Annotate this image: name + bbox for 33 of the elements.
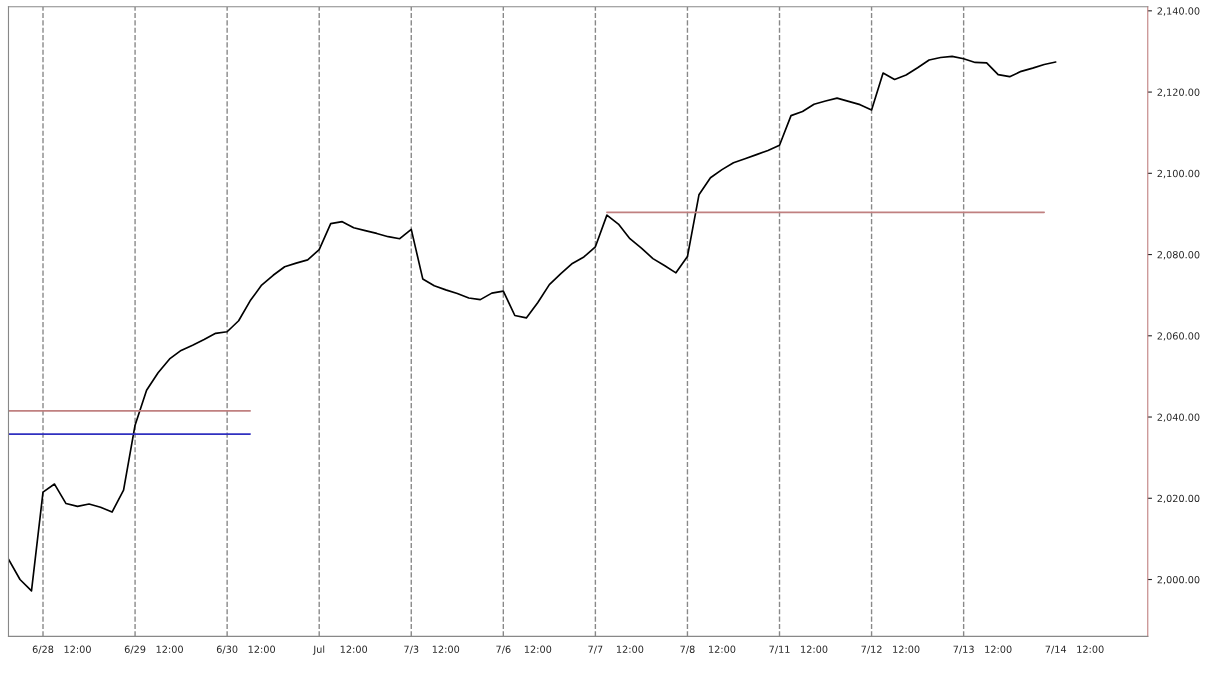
x-tick-label: 7/13 — [953, 645, 974, 654]
x-tick-label: 7/6 — [496, 645, 511, 654]
x-tick-label: 12:00 — [432, 645, 460, 653]
x-tick-label: 7/3 — [404, 645, 419, 654]
x-tick-label: 7/7 — [588, 645, 603, 654]
y-tick-label: 2,140.00 — [1157, 7, 1200, 16]
x-tick-label: Jul — [312, 645, 325, 655]
x-tick-label: 12:00 — [64, 645, 91, 653]
x-tick-label: 6/29 — [124, 645, 146, 654]
x-tick-label: 7/8 — [680, 645, 695, 654]
y-tick-label: 2,080.00 — [1157, 251, 1200, 260]
x-tick-label: 12:00 — [709, 645, 736, 653]
x-tick-label: 12:00 — [340, 645, 368, 653]
x-tick-label: 12:00 — [985, 645, 1012, 653]
y-tick-label: 2,120.00 — [1157, 88, 1200, 97]
x-tick-label: 7/14 — [1045, 645, 1067, 654]
x-tick-label: 6/30 — [216, 645, 238, 654]
y-tick-label: 2,100.00 — [1157, 169, 1200, 179]
y-tick-label: 2,000.00 — [1157, 575, 1200, 585]
x-tick-label: 12:00 — [524, 645, 552, 653]
x-tick-label: 7/12 — [861, 645, 882, 654]
x-tick-label: 7/11 — [769, 645, 790, 654]
x-tick-label: 12:00 — [893, 645, 920, 653]
y-tick-label: 2,040.00 — [1157, 413, 1200, 422]
x-tick-label: 6/28 — [32, 645, 54, 654]
x-tick-label: 12:00 — [801, 645, 828, 653]
line-series — [8, 55, 1057, 592]
x-tick-label: 12:00 — [1077, 645, 1104, 653]
y-tick-label: 2,020.00 — [1157, 494, 1200, 504]
x-tick-label: 12:00 — [248, 645, 276, 653]
y-tick-label: 2,060.00 — [1157, 332, 1200, 341]
x-tick-label: 12:00 — [156, 645, 183, 653]
x-tick-label: 12:00 — [616, 645, 644, 653]
